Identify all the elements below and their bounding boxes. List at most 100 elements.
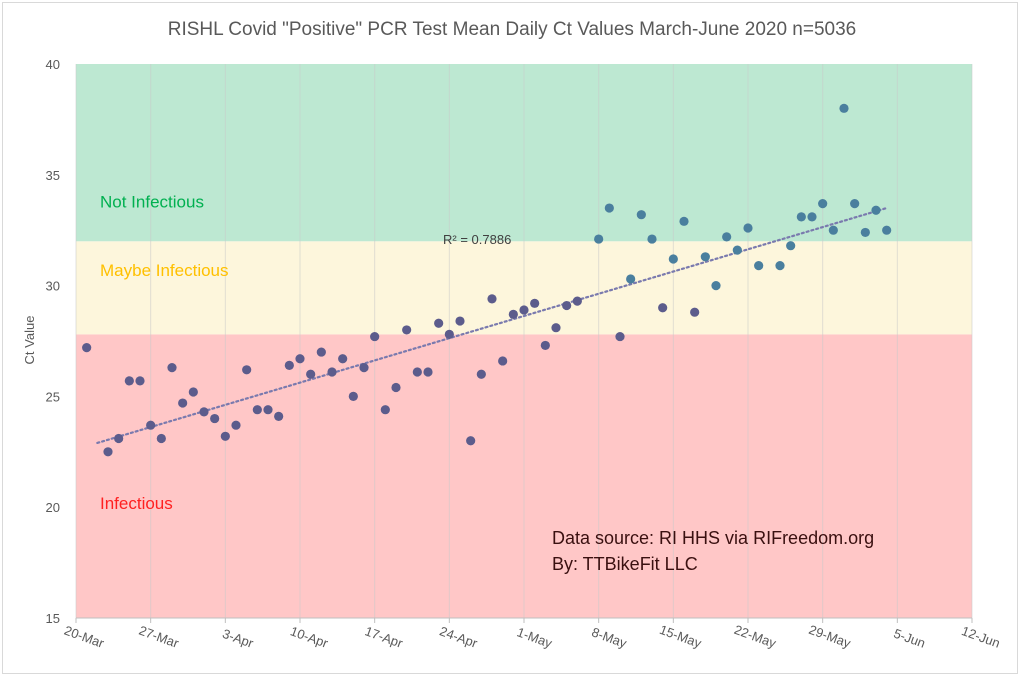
data-point-2020-03-29 [167, 362, 177, 373]
annotation-author: By: TTBikeFit LLC [552, 554, 698, 574]
data-point-2020-04-30 [508, 309, 518, 320]
data-point-2020-05-31 [839, 103, 849, 113]
data-point-2020-04-29 [498, 356, 508, 366]
data-point-2020-05-11 [626, 274, 636, 284]
data-point-2020-03-30 [178, 398, 188, 408]
data-point-2020-05-13 [647, 234, 657, 244]
y-tick-30: 30 [46, 279, 60, 294]
zone-label-infectious: Infectious [100, 494, 173, 513]
data-point-2020-05-04 [551, 323, 561, 333]
data-point-2020-03-21 [82, 343, 92, 353]
data-point-2020-04-23 [434, 318, 444, 328]
data-point-2020-03-23 [103, 447, 113, 457]
data-point-2020-04-18 [380, 405, 390, 415]
data-point-2020-04-07 [263, 405, 273, 415]
data-point-2020-04-15 [348, 391, 358, 401]
y-tick-labels: 15 20 25 30 35 40 [46, 57, 60, 626]
data-point-2020-04-11 [306, 369, 316, 379]
x-tick-29-May: 29-May [807, 622, 853, 651]
data-point-2020-03-28 [156, 433, 166, 444]
data-point-2020-04-14 [338, 354, 348, 364]
data-point-2020-05-22 [743, 223, 753, 233]
data-point-2020-05-06 [572, 296, 582, 306]
y-tick-35: 35 [46, 168, 60, 183]
data-point-2020-04-25 [455, 316, 465, 326]
zone-labels: Infectious Maybe Infectious Not Infectious [100, 192, 229, 512]
x-tick-10-Apr: 10-Apr [288, 623, 330, 651]
data-point-2020-05-14 [658, 303, 668, 313]
data-point-2020-04-09 [284, 360, 294, 370]
data-point-2020-04-27 [476, 369, 486, 379]
data-point-2020-04-20 [402, 325, 412, 335]
data-point-2020-03-31 [188, 387, 198, 397]
data-point-2020-04-05 [242, 365, 252, 375]
data-point-2020-05-27 [796, 212, 806, 222]
data-point-2020-06-03 [871, 205, 881, 215]
data-point-2020-05-02 [530, 298, 540, 308]
data-point-2020-05-15 [668, 254, 678, 264]
data-point-2020-04-04 [231, 420, 241, 430]
data-point-2020-05-29 [818, 199, 828, 209]
vertical-gridlines [75, 64, 973, 618]
x-tick-17-Apr: 17-Apr [363, 623, 405, 651]
data-point-2020-05-28 [807, 212, 817, 222]
data-point-2020-05-18 [700, 252, 710, 262]
data-point-2020-04-28 [487, 294, 497, 304]
x-tick-3-Apr: 3-Apr [220, 626, 256, 651]
data-point-2020-04-16 [359, 362, 369, 373]
x-tick-20-Mar: 20-Mar [62, 623, 106, 651]
data-point-2020-05-25 [775, 261, 785, 271]
x-tick-27-Mar: 27-Mar [137, 623, 181, 651]
x-tick-labels: 20-Mar 27-Mar 3-Apr 10-Apr 17-Apr 24-Apr 1-May… [62, 618, 1002, 651]
data-point-2020-05-01 [519, 305, 529, 315]
data-point-2020-05-21 [732, 245, 742, 255]
x-tick-5-Jun: 5-Jun [892, 626, 928, 651]
data-point-2020-04-03 [220, 431, 230, 441]
zone-label-maybe-infectious: Maybe Infectious [100, 261, 229, 280]
x-tick-22-May: 22-May [732, 622, 778, 651]
data-point-2020-06-01 [850, 199, 860, 209]
data-point-2020-05-03 [540, 340, 550, 351]
data-point-2020-05-16 [679, 216, 689, 226]
x-tick-15-May: 15-May [658, 622, 704, 651]
data-point-2020-03-27 [146, 420, 156, 430]
data-point-2020-05-20 [722, 232, 732, 242]
data-point-2020-04-12 [316, 347, 326, 357]
data-point-2020-04-02 [210, 413, 220, 424]
data-point-2020-06-02 [860, 227, 870, 238]
x-tick-8-May: 8-May [590, 624, 630, 651]
data-point-2020-05-30 [828, 225, 838, 235]
annotation-data-source: Data source: RI HHS via RIFreedom.org [552, 528, 874, 548]
data-point-2020-03-25 [124, 376, 134, 386]
data-point-2020-05-10 [615, 331, 625, 342]
data-point-2020-05-23 [754, 261, 764, 271]
data-point-2020-05-17 [690, 307, 700, 317]
y-tick-15: 15 [46, 611, 60, 626]
data-point-2020-05-09 [604, 203, 614, 213]
data-point-2020-03-26 [135, 376, 145, 386]
y-tick-20: 20 [46, 500, 60, 515]
x-tick-12-Jun: 12-Jun [960, 623, 1002, 651]
y-tick-25: 25 [46, 389, 60, 404]
data-point-2020-04-01 [199, 407, 209, 417]
zone-label-not-infectious: Not Infectious [100, 192, 204, 211]
data-point-2020-04-17 [370, 331, 380, 342]
chart-title: RISHL Covid "Positive" PCR Test Mean Dai… [168, 19, 857, 40]
y-tick-40: 40 [46, 57, 60, 72]
data-points [82, 103, 892, 457]
x-tick-1-May: 1-May [515, 624, 555, 651]
data-point-2020-05-19 [711, 281, 721, 291]
y-axis-label: Ct Value [22, 316, 37, 365]
data-point-2020-04-21 [412, 367, 422, 377]
data-point-2020-05-08 [594, 234, 604, 244]
data-point-2020-04-24 [444, 329, 454, 339]
data-point-2020-04-22 [423, 367, 433, 377]
data-point-2020-04-26 [466, 436, 476, 446]
x-tick-24-Apr: 24-Apr [438, 623, 480, 651]
data-point-2020-04-19 [391, 382, 401, 393]
data-point-2020-05-26 [786, 241, 796, 251]
r-squared-label: R² = 0.7886 [443, 232, 511, 247]
trendline [96, 206, 888, 445]
data-point-2020-03-24 [114, 433, 124, 444]
